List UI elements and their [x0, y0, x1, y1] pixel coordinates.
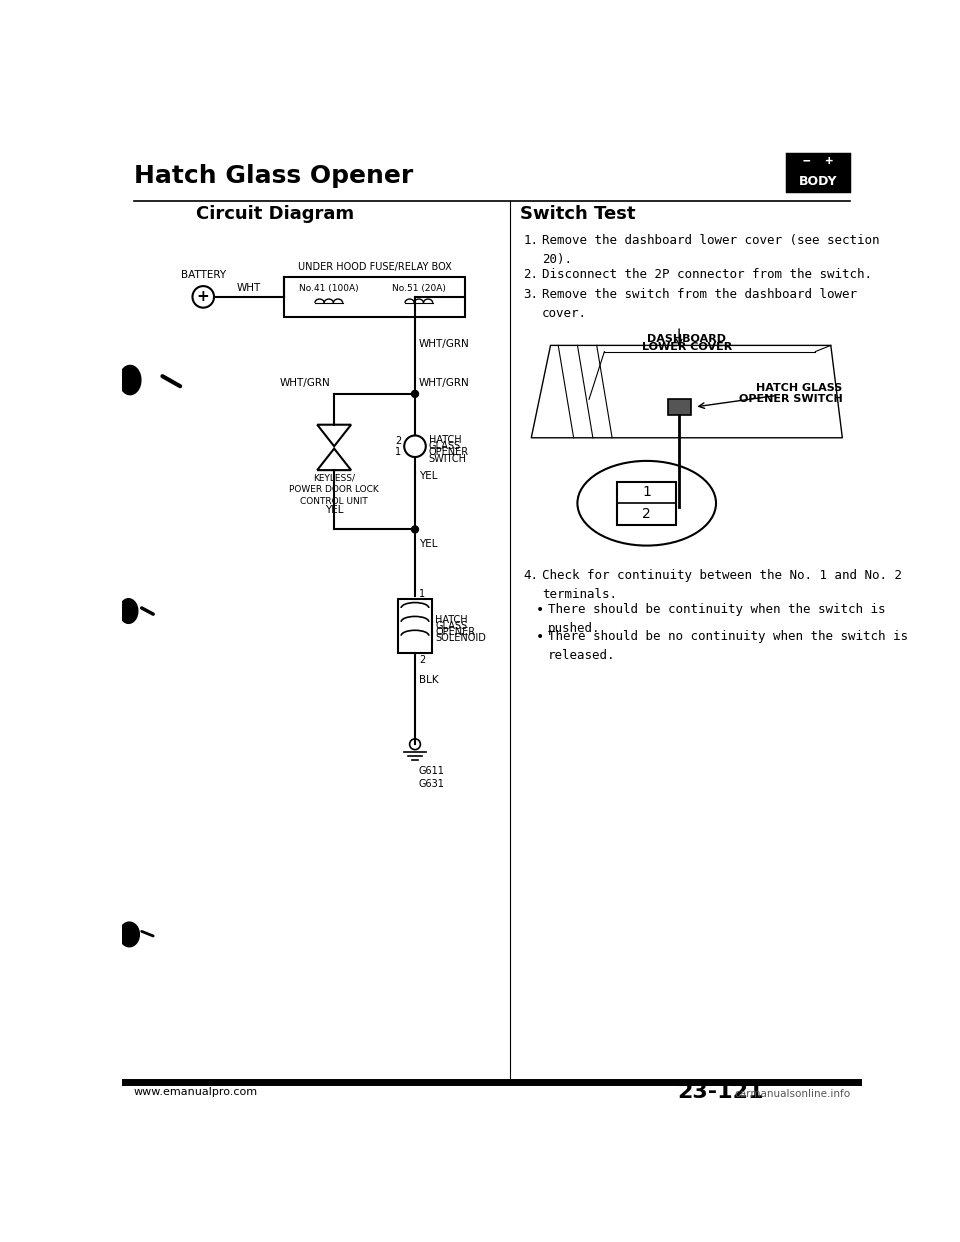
- Text: +: +: [197, 289, 209, 304]
- Text: SOLENOID: SOLENOID: [435, 633, 486, 643]
- Text: OPENER: OPENER: [435, 627, 475, 637]
- Text: Disconnect the 2P connector from the switch.: Disconnect the 2P connector from the swi…: [542, 267, 872, 281]
- Text: Remove the switch from the dashboard lower
cover.: Remove the switch from the dashboard low…: [542, 288, 857, 320]
- Text: G611
G631: G611 G631: [419, 766, 444, 789]
- Bar: [284, 277, 465, 317]
- Text: UNDER HOOD FUSE/RELAY BOX: UNDER HOOD FUSE/RELAY BOX: [298, 262, 451, 272]
- Text: 1: 1: [419, 589, 425, 599]
- Text: YEL: YEL: [419, 539, 438, 549]
- Text: WHT/GRN: WHT/GRN: [419, 339, 469, 349]
- Text: OPENER: OPENER: [429, 447, 469, 457]
- Text: −  +: − +: [803, 155, 832, 169]
- Text: LOWER COVER: LOWER COVER: [641, 343, 732, 353]
- Text: 4.: 4.: [523, 569, 539, 581]
- Text: carmanualsonline.info: carmanualsonline.info: [734, 1089, 850, 1099]
- Text: There should be continuity when the switch is
pushed.: There should be continuity when the swit…: [548, 604, 886, 636]
- Text: YEL: YEL: [419, 471, 438, 481]
- Text: 2: 2: [419, 655, 425, 664]
- Bar: [789, 155, 846, 174]
- Text: WHT/GRN: WHT/GRN: [279, 378, 330, 388]
- Text: No.41 (100A): No.41 (100A): [299, 284, 359, 293]
- Text: Switch Test: Switch Test: [519, 205, 636, 224]
- Bar: [787, 154, 849, 190]
- Ellipse shape: [119, 599, 138, 623]
- Text: •: •: [536, 630, 544, 645]
- Text: SWITCH: SWITCH: [429, 453, 467, 463]
- Text: 1: 1: [395, 447, 401, 457]
- Text: •: •: [536, 604, 544, 617]
- Bar: [617, 482, 676, 525]
- Text: Check for continuity between the No. 1 and No. 2
terminals.: Check for continuity between the No. 1 a…: [542, 569, 902, 601]
- Text: There should be no continuity when the switch is
released.: There should be no continuity when the s…: [548, 630, 908, 662]
- Text: WHT/GRN: WHT/GRN: [419, 378, 469, 388]
- Text: Circuit Diagram: Circuit Diagram: [196, 205, 353, 224]
- Text: HATCH: HATCH: [435, 615, 468, 625]
- Text: YEL: YEL: [324, 504, 344, 514]
- Text: HATCH GLASS: HATCH GLASS: [756, 383, 842, 392]
- Text: KEYLESS/
POWER DOOR LOCK
CONTROL UNIT: KEYLESS/ POWER DOOR LOCK CONTROL UNIT: [289, 473, 379, 505]
- Text: www.emanualpro.com: www.emanualpro.com: [134, 1087, 258, 1097]
- Text: 2: 2: [395, 436, 401, 446]
- Text: 2.: 2.: [523, 267, 539, 281]
- Text: 3.: 3.: [523, 288, 539, 302]
- Text: No.51 (20A): No.51 (20A): [392, 284, 445, 293]
- Text: 1.: 1.: [523, 233, 539, 247]
- Text: BATTERY: BATTERY: [180, 270, 226, 279]
- Circle shape: [412, 525, 419, 533]
- Bar: [667, 399, 690, 415]
- Text: HATCH: HATCH: [429, 435, 462, 445]
- Text: WHT: WHT: [237, 283, 261, 293]
- Text: OPENER SWITCH: OPENER SWITCH: [738, 394, 842, 405]
- Text: BLK: BLK: [419, 674, 439, 684]
- Bar: [519, 330, 853, 553]
- Circle shape: [412, 390, 419, 397]
- Text: GLASS: GLASS: [429, 441, 461, 451]
- Text: 2: 2: [642, 507, 651, 522]
- Text: 1: 1: [642, 486, 651, 499]
- Ellipse shape: [119, 365, 141, 395]
- Text: Hatch Glass Opener: Hatch Glass Opener: [134, 164, 413, 188]
- Ellipse shape: [119, 922, 139, 946]
- Text: GLASS: GLASS: [435, 621, 468, 631]
- Text: Remove the dashboard lower cover (see section
20).: Remove the dashboard lower cover (see se…: [542, 233, 879, 266]
- Text: 23-121: 23-121: [677, 1082, 763, 1102]
- Text: BODY: BODY: [799, 175, 837, 188]
- Text: DASHBOARD: DASHBOARD: [647, 334, 727, 344]
- Bar: [398, 599, 432, 652]
